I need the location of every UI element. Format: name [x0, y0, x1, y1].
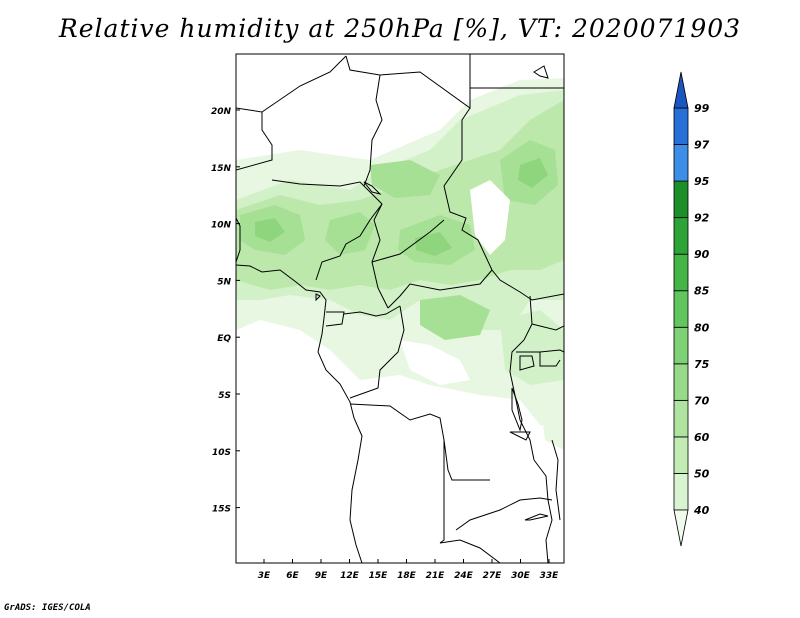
- border: [387, 269, 493, 309]
- lat-label: 10S: [212, 448, 231, 458]
- grads-credit: GrADS: IGES/COLA: [4, 603, 91, 613]
- rh-70-area: [325, 212, 375, 255]
- island: [315, 293, 321, 302]
- lake: [509, 431, 531, 441]
- latitude-axis: 20N 15N 10N 5N EQ 5S 10S 15S: [211, 107, 240, 515]
- lake: [511, 387, 523, 432]
- colorbar-top-arrow: [673, 71, 689, 109]
- colorbar-segment: [673, 217, 689, 255]
- border: [349, 305, 405, 399]
- rh-75-area: [255, 218, 285, 242]
- colorbar: 40 50 60 70 75 80 85 90 92 95 97 99: [673, 71, 710, 547]
- colorbar-label: 40: [693, 504, 710, 517]
- island: [533, 65, 549, 79]
- lat-label: EQ: [217, 334, 231, 344]
- border: [533, 459, 553, 563]
- colorbar-segment: [673, 326, 689, 365]
- border: [439, 539, 501, 563]
- colorbar-label: 95: [694, 175, 710, 188]
- lon-label: 9E: [315, 571, 328, 581]
- coastline: [236, 264, 363, 563]
- border: [345, 55, 383, 187]
- colorbar-segment: [673, 399, 689, 438]
- lat-label: 20N: [211, 107, 232, 117]
- colorbar-segment: [673, 253, 689, 292]
- border: [551, 439, 561, 521]
- lon-label: 18E: [397, 571, 417, 581]
- border: [516, 349, 564, 353]
- lon-label: 3E: [258, 571, 271, 581]
- lon-label: 27E: [483, 571, 503, 581]
- lat-label: 15N: [211, 164, 232, 174]
- coastline: [236, 217, 241, 263]
- border: [325, 311, 345, 327]
- border: [261, 55, 347, 113]
- lon-label: 15E: [369, 571, 389, 581]
- border: [455, 497, 553, 531]
- border: [509, 295, 535, 461]
- longitude-axis: 3E 6E 9E 12E 15E 18E 21E 24E 27E 30E 33E: [258, 559, 559, 581]
- colorbar-label: 85: [694, 285, 710, 298]
- colorbar-segment: [673, 290, 689, 328]
- colorbar-segment: [673, 473, 689, 511]
- lat-label: 5S: [218, 391, 231, 401]
- lon-label: 33E: [540, 571, 560, 581]
- lake: [519, 355, 535, 371]
- border: [539, 352, 561, 367]
- rh-40-area: [540, 395, 564, 450]
- rh-dry-area: [236, 325, 564, 563]
- border: [439, 440, 445, 544]
- rh-75-area: [415, 232, 452, 256]
- map-frame: [235, 53, 565, 564]
- border: [343, 305, 401, 317]
- map-title: Relative humidity at 250hPa [%], VT: 202…: [58, 14, 742, 43]
- border: [349, 403, 490, 481]
- lon-label: 6E: [286, 571, 299, 581]
- border: [236, 107, 273, 171]
- colorbar-label: 70: [694, 394, 710, 407]
- colorbar-label: 80: [694, 321, 710, 334]
- lake: [363, 181, 382, 195]
- lon-label: 30E: [511, 571, 531, 581]
- colorbar-segment: [673, 436, 689, 474]
- colorbar-segment: [673, 363, 689, 401]
- border: [371, 203, 389, 309]
- rh-70-area: [370, 160, 440, 198]
- border: [379, 54, 471, 109]
- rh-70-area: [420, 295, 490, 340]
- lake: [524, 513, 549, 521]
- colorbar-label: 75: [694, 358, 710, 371]
- colorbar-label: 97: [694, 139, 710, 152]
- border: [531, 323, 564, 331]
- colorbar-segment: [673, 144, 689, 182]
- border: [443, 107, 564, 301]
- rh-75-area: [518, 158, 548, 188]
- border: [371, 219, 445, 263]
- lat-label: 15S: [212, 505, 231, 515]
- lon-label: 21E: [426, 571, 446, 581]
- colorbar-label: 92: [694, 212, 710, 225]
- lon-label: 12E: [340, 571, 360, 581]
- lat-label: 10N: [211, 221, 232, 231]
- lon-label: 24E: [454, 571, 474, 581]
- colorbar-label: 60: [694, 431, 710, 444]
- rh-dry-area: [236, 54, 470, 155]
- border: [315, 203, 383, 281]
- rh-dry-area: [470, 180, 510, 255]
- lat-label: 5N: [217, 277, 231, 287]
- colorbar-label: 90: [694, 248, 710, 261]
- colorbar-bottom-arrow: [673, 509, 689, 547]
- colorbar-label: 50: [694, 467, 710, 480]
- colorbar-segment: [673, 180, 689, 219]
- rh-dry-area: [400, 340, 470, 385]
- border: [271, 179, 383, 205]
- colorbar-segment: [673, 107, 689, 145]
- country-borders: [236, 54, 564, 563]
- colorbar-label: 99: [694, 102, 710, 115]
